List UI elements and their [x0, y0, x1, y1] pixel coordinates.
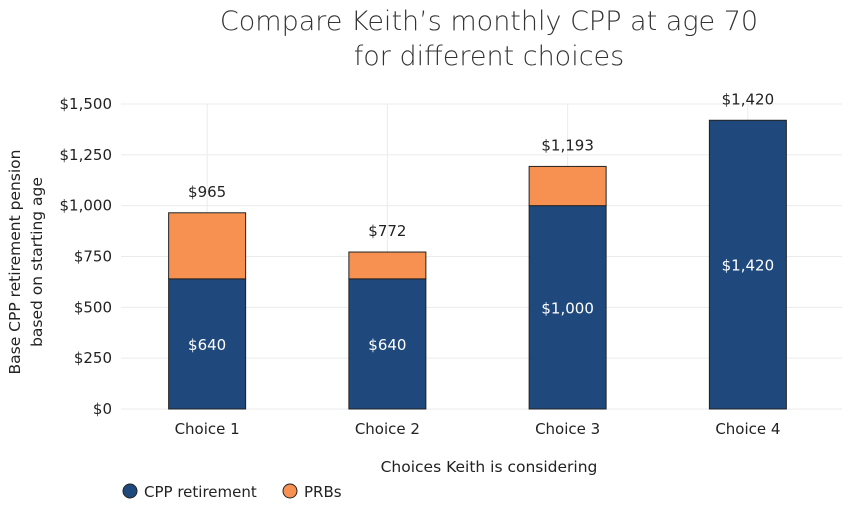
bar-segment-cpp-retirement-2: [348, 278, 427, 410]
bar-value-label: $1,000: [541, 299, 594, 317]
bar-total-label: $965: [188, 183, 226, 201]
bar-value-label: $640: [368, 336, 406, 354]
legend-swatch-prbs: [282, 483, 298, 499]
chart-title: Compare Keith’s monthly CPP at age 70 fo…: [220, 6, 758, 72]
y-tick-label: $0: [93, 400, 112, 418]
bar-total-label: $1,420: [722, 90, 775, 108]
chart-title-line-1: Compare Keith’s monthly CPP at age 70: [220, 6, 758, 37]
y-axis-title-line-1: Base CPP retirement pension: [6, 150, 24, 375]
y-axis-ticks: $0 $250 $500 $750 $1,000 $1,250 $1,500: [60, 95, 113, 418]
y-tick-label: $500: [74, 298, 112, 316]
bar-segment-prbs-2: [348, 251, 427, 280]
bar-segment-cpp-retirement-3: [528, 205, 607, 410]
bar-value-label: $1,420: [722, 257, 775, 275]
x-tick-label: Choice 2: [355, 420, 420, 438]
x-tick-label: Choice 3: [535, 420, 600, 438]
x-axis-ticks: Choice 1 Choice 2 Choice 3 Choice 4: [175, 420, 781, 438]
y-tick-label: $750: [74, 248, 112, 266]
bars: [168, 119, 787, 410]
legend-swatch-cpp-retirement: [122, 483, 138, 499]
y-tick-label: $1,250: [60, 146, 113, 164]
data-labels: $640 $965 $640 $772 $1,000 $1,193 $1,420 $1,420: [188, 90, 774, 354]
bar-segment-prbs-1: [168, 212, 247, 280]
y-axis-title-line-2: based on starting age: [28, 177, 46, 347]
legend-label: CPP retirement: [144, 483, 257, 501]
bar-segment-cpp-retirement-1: [168, 278, 247, 410]
bar-segment-prbs-3: [528, 165, 607, 207]
legend: CPP retirement PRBs: [122, 483, 342, 501]
chart-title-line-2: for different choices: [354, 41, 624, 72]
y-tick-label: $250: [74, 349, 112, 367]
y-axis-title: Base CPP retirement pension based on sta…: [6, 150, 46, 375]
bar-total-label: $1,193: [541, 136, 594, 154]
bar-value-label: $640: [188, 336, 226, 354]
bar-segment-cpp-retirement-4: [708, 119, 787, 410]
x-axis-title: Choices Keith is considering: [381, 458, 598, 476]
x-tick-label: Choice 4: [715, 420, 780, 438]
y-tick-label: $1,000: [60, 197, 113, 215]
x-tick-label: Choice 1: [175, 420, 240, 438]
y-tick-label: $1,500: [60, 95, 113, 113]
legend-label: PRBs: [304, 483, 342, 501]
bar-total-label: $772: [368, 222, 406, 240]
